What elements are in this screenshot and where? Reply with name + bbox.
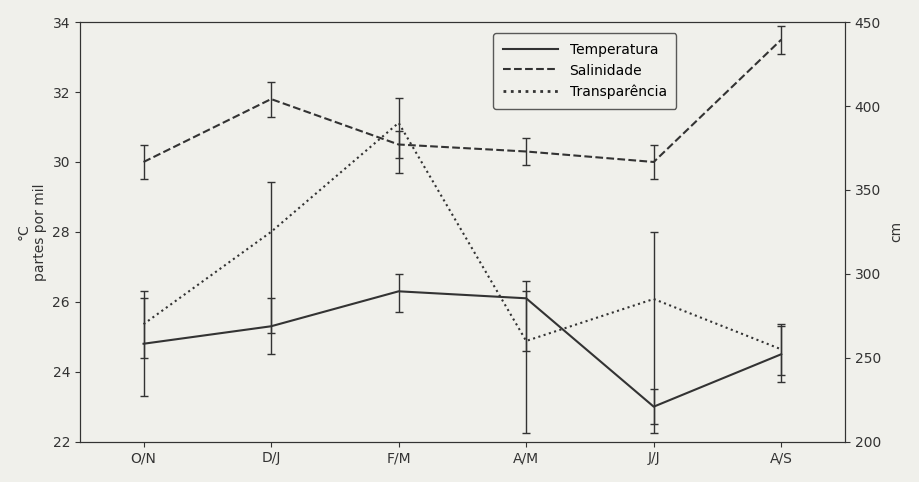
Y-axis label: cm: cm: [889, 221, 902, 242]
Legend: Temperatura, Salinidade, Transparência: Temperatura, Salinidade, Transparência: [493, 33, 675, 109]
Y-axis label: °C
partes por mil: °C partes por mil: [17, 183, 47, 281]
